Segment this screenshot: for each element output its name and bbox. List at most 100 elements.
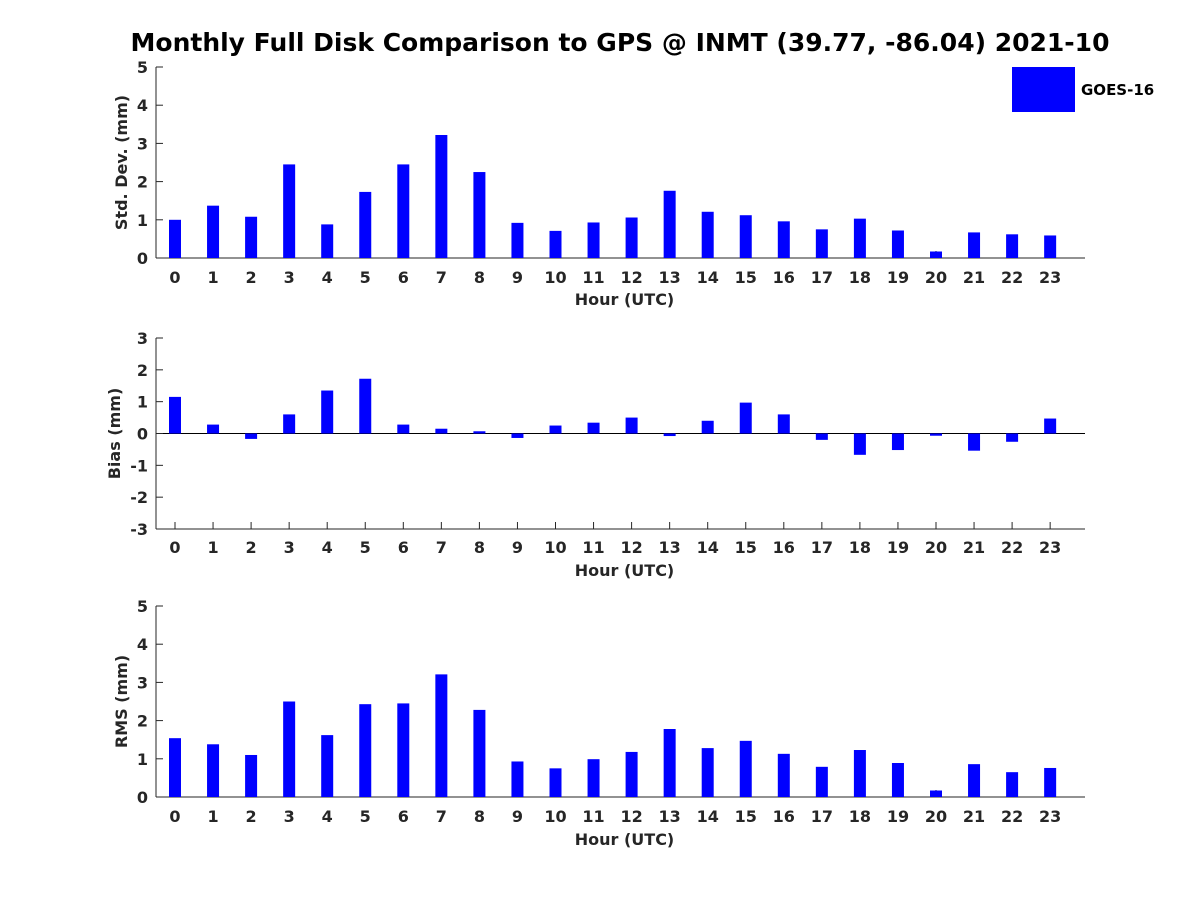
x-tick-label: 14	[697, 807, 719, 826]
x-tick-label: 22	[1001, 538, 1023, 557]
bar	[739, 740, 752, 797]
bar	[511, 761, 524, 797]
x-tick-label: 16	[773, 538, 795, 557]
bar	[663, 729, 676, 797]
x-axis-label: Hour (UTC)	[575, 290, 675, 309]
y-axis-label: Bias (mm)	[105, 388, 124, 480]
y-tick-label: 1	[137, 750, 148, 769]
bar	[321, 735, 334, 797]
bar	[815, 433, 828, 440]
bar	[815, 766, 828, 797]
y-tick-label: 5	[137, 58, 148, 77]
x-tick-label: 13	[659, 807, 681, 826]
x-tick-label: 21	[963, 807, 985, 826]
bar	[587, 759, 600, 797]
x-tick-label: 8	[474, 807, 485, 826]
x-tick-label: 18	[849, 538, 871, 557]
x-tick-label: 14	[697, 268, 719, 287]
bar	[397, 424, 410, 434]
bar	[853, 433, 866, 455]
y-tick-label: -1	[130, 456, 148, 475]
bar	[930, 790, 942, 797]
x-tick-label: 0	[169, 807, 180, 826]
x-tick-label: 23	[1039, 807, 1061, 826]
x-tick-label: 10	[544, 538, 566, 557]
y-tick-label: 4	[137, 96, 148, 115]
x-tick-label: 5	[360, 268, 371, 287]
bar	[777, 753, 790, 797]
bar	[435, 428, 448, 434]
bar	[435, 134, 448, 258]
bar	[739, 215, 752, 258]
bar	[283, 414, 296, 434]
x-tick-label: 10	[544, 268, 566, 287]
bar	[930, 251, 942, 258]
x-tick-label: 23	[1039, 268, 1061, 287]
bar	[701, 420, 714, 434]
x-tick-label: 0	[169, 268, 180, 287]
y-tick-label: -2	[130, 488, 148, 507]
x-tick-label: 4	[322, 268, 333, 287]
bar	[245, 433, 258, 439]
bar	[397, 164, 410, 258]
x-tick-label: 7	[436, 538, 447, 557]
bar	[359, 378, 372, 434]
x-axis-label: Hour (UTC)	[575, 830, 675, 849]
x-tick-label: 6	[398, 268, 409, 287]
x-tick-label: 17	[811, 538, 833, 557]
x-tick-label: 9	[512, 807, 523, 826]
x-tick-label: 12	[620, 807, 642, 826]
y-tick-label: 0	[137, 788, 148, 807]
bar	[968, 433, 981, 451]
x-tick-label: 15	[735, 538, 757, 557]
bar	[473, 172, 486, 258]
bar	[625, 751, 638, 797]
x-tick-label: 13	[659, 268, 681, 287]
x-tick-label: 8	[474, 538, 485, 557]
x-tick-label: 14	[697, 538, 719, 557]
bar	[777, 414, 790, 434]
bar	[701, 748, 714, 797]
bar	[207, 744, 220, 797]
bar	[853, 750, 866, 797]
bar	[1044, 235, 1057, 258]
x-tick-label: 9	[512, 268, 523, 287]
x-tick-label: 15	[735, 268, 757, 287]
bar	[777, 221, 790, 258]
bar	[1006, 772, 1019, 797]
x-tick-label: 0	[169, 538, 180, 557]
bar	[511, 433, 524, 438]
bar	[930, 433, 942, 436]
y-tick-label: 0	[137, 425, 148, 444]
bar	[891, 230, 904, 258]
bar	[891, 763, 904, 797]
x-tick-label: 9	[512, 538, 523, 557]
y-tick-label: 2	[137, 361, 148, 380]
bar	[587, 422, 600, 434]
x-tick-label: 4	[322, 538, 333, 557]
bar	[625, 217, 638, 258]
x-tick-label: 16	[773, 268, 795, 287]
bar	[739, 402, 752, 434]
x-tick-label: 6	[398, 538, 409, 557]
bar	[473, 431, 486, 434]
x-tick-label: 4	[322, 807, 333, 826]
y-tick-label: 3	[137, 134, 148, 153]
bar	[891, 433, 904, 451]
legend-label: GOES-16	[1081, 81, 1154, 99]
x-tick-label: 18	[849, 268, 871, 287]
x-tick-label: 11	[582, 807, 604, 826]
x-tick-label: 2	[246, 807, 257, 826]
bar	[1006, 234, 1019, 258]
x-tick-label: 11	[582, 538, 604, 557]
legend-swatch	[1012, 67, 1075, 112]
y-axis-label: RMS (mm)	[112, 655, 131, 748]
x-tick-label: 12	[620, 538, 642, 557]
bar	[169, 738, 181, 797]
x-tick-label: 19	[887, 807, 909, 826]
bar	[473, 709, 486, 797]
bar	[321, 390, 334, 434]
x-tick-label: 13	[659, 538, 681, 557]
x-tick-label: 3	[284, 538, 295, 557]
